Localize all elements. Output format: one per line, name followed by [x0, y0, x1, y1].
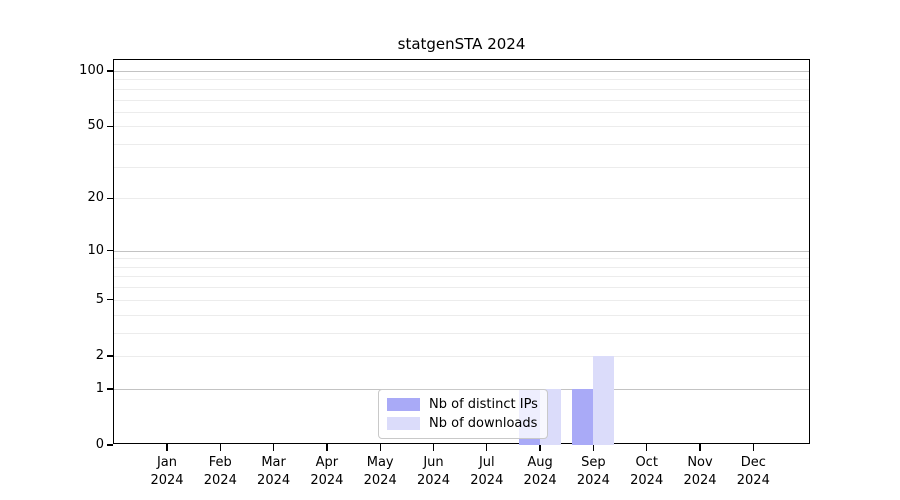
y-tick-5 [107, 299, 113, 301]
x-tick-aug [539, 444, 541, 451]
x-tick-jan [166, 444, 168, 451]
y-tick-label-20: 20 [87, 190, 104, 206]
x-tick-label-feb: Feb 2024 [203, 455, 237, 488]
y-tick-label-10: 10 [87, 242, 104, 258]
gridline-minor-3 [114, 332, 809, 334]
y-tick-100 [107, 70, 113, 72]
x-tick-feb [219, 444, 221, 451]
gridline-major-100 [114, 71, 809, 72]
x-tick-label-may: May 2024 [363, 455, 397, 488]
x-tick-label-jul: Jul 2024 [470, 455, 504, 488]
y-tick-10 [107, 249, 113, 252]
y-tick-label-5: 5 [95, 291, 104, 307]
y-tick-1 [107, 388, 113, 390]
gridline-minor-2 [114, 355, 809, 357]
y-tick-2 [107, 355, 113, 357]
bar-nb-of-distinct-ips-sep [572, 388, 594, 445]
gridline-minor-8 [114, 266, 809, 268]
x-tick-label-jun: Jun 2024 [416, 455, 451, 488]
x-tick-dec [752, 444, 754, 451]
gridline-minor-20 [114, 198, 809, 200]
x-tick-nov [699, 444, 701, 451]
y-tick-label-100: 100 [79, 63, 104, 78]
gridline-minor-60 [114, 111, 809, 113]
x-tick-jun [432, 444, 435, 451]
legend-swatch-downloads [387, 417, 420, 430]
gridline-minor-7 [114, 276, 809, 278]
x-tick-oct [646, 444, 648, 451]
gridline-minor-80 [114, 88, 809, 90]
gridline-minor-40 [114, 144, 809, 146]
legend: Nb of distinct IPs Nb of downloads [378, 389, 548, 439]
x-tick-label-jan: Jan 2024 [150, 455, 184, 488]
chart-title: statgenSTA 2024 [397, 35, 526, 53]
legend-swatch-distinct-ips [387, 398, 420, 411]
gridline-minor-70 [114, 99, 809, 101]
gridline-major-10 [114, 250, 809, 252]
bar-nb-of-downloads-sep [593, 355, 615, 445]
y-tick-label-1: 1 [95, 380, 104, 396]
plot-area: Nb of distinct IPs Nb of downloads 0 1 2 5 1… [79, 59, 810, 488]
x-tick-mar [272, 444, 275, 451]
y-tick-0 [107, 444, 113, 446]
legend-row-downloads: Nb of downloads [387, 414, 538, 433]
y-tick-20 [107, 197, 113, 199]
legend-label-distinct-ips: Nb of distinct IPs [429, 397, 538, 412]
y-tick-label-50: 50 [87, 118, 104, 134]
gridline-minor-30 [114, 166, 809, 168]
x-tick-label-mar: Mar 2024 [257, 455, 291, 488]
x-tick-sep [592, 444, 595, 451]
x-tick-label-dec: Dec 2024 [736, 455, 770, 488]
x-tick-apr [326, 444, 328, 451]
y-tick-50 [107, 125, 113, 128]
gridline-minor-6 [114, 287, 809, 289]
gridline-minor-5 [114, 299, 809, 301]
x-tick-label-apr: Apr 2024 [310, 455, 344, 488]
x-tick-label-sep: Sep 2024 [576, 455, 610, 488]
gridline-minor-9 [114, 258, 809, 260]
y-tick-label-0: 0 [95, 437, 104, 452]
legend-row-distinct-ips: Nb of distinct IPs [387, 395, 538, 414]
gridline-minor-50 [114, 126, 809, 128]
x-tick-label-aug: Aug 2024 [523, 455, 557, 488]
x-tick-jul [486, 444, 488, 451]
gridline-minor-4 [114, 314, 809, 316]
x-tick-may [379, 444, 381, 451]
gridline-minor-90 [114, 79, 809, 81]
x-tick-label-nov: Nov 2024 [683, 455, 717, 488]
x-tick-label-oct: Oct 2024 [630, 455, 664, 488]
legend-label-downloads: Nb of downloads [429, 416, 538, 431]
y-tick-label-2: 2 [95, 347, 104, 363]
